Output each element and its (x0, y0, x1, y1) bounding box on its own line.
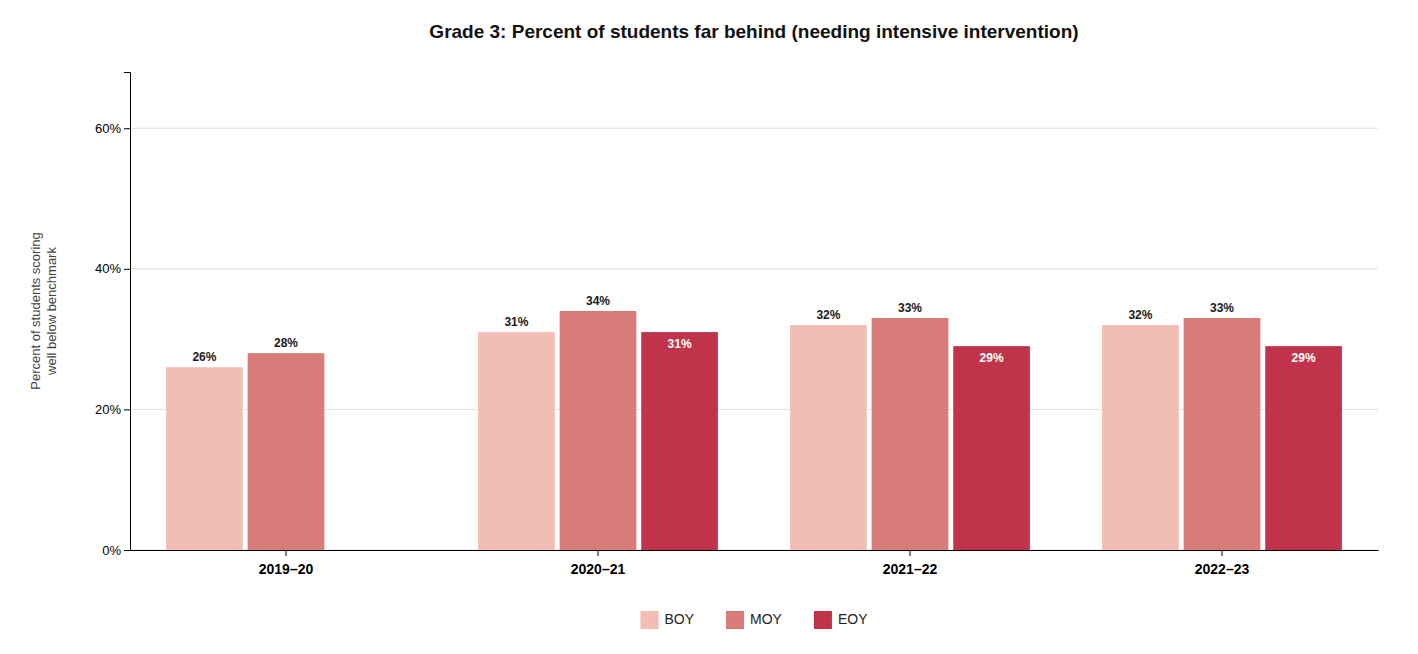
legend: BOY MOY EOY (640, 611, 868, 629)
data-labels: 26% 31% 32% 32% 28% 34% 33% 33% 31% 29% 29% (192, 294, 1315, 365)
tick-mark (124, 409, 130, 410)
bar (790, 325, 867, 550)
legend-label: MOY (750, 611, 783, 627)
y-axis: 0% 20% 40% 60% (95, 73, 131, 558)
title: Grade 3: Percent of students far behind … (429, 21, 1078, 42)
x-tick: 2020–21 (571, 550, 626, 577)
bar (872, 318, 949, 550)
bar (953, 346, 1030, 550)
axis-line (124, 73, 131, 551)
data-label: 33% (1210, 301, 1234, 315)
y-tick-label: 20% (95, 402, 121, 417)
legend-item: BOY (640, 611, 694, 629)
data-label: 28% (274, 336, 298, 350)
bars (166, 311, 1342, 550)
x-tick: 2019–20 (259, 550, 314, 577)
x-tick: 2021–22 (883, 550, 938, 577)
grid-line (130, 128, 1378, 129)
bar (166, 367, 243, 550)
data-label: 32% (816, 308, 840, 322)
data-label: 31% (668, 337, 692, 351)
y-tick: 20% (95, 402, 130, 417)
plot: 2019–20 2020–21 2021–22 2022–23 0% 20% 40% 60% 2… (95, 73, 1379, 578)
legend-swatch (814, 611, 832, 629)
bar (560, 311, 637, 550)
tick-mark (910, 550, 911, 556)
x-tick: 2022–23 (1195, 550, 1250, 577)
y-tick: 0% (102, 543, 130, 558)
bar (1102, 325, 1179, 550)
y-axis-title: Percent of students scoringwell below be… (28, 232, 59, 390)
tick-mark (124, 269, 130, 270)
x-axis: 2019–20 2020–21 2021–22 2022–23 (131, 550, 1379, 577)
tick-mark (124, 128, 130, 129)
data-label: 33% (898, 301, 922, 315)
data-label: 29% (980, 351, 1004, 365)
tick-mark (124, 550, 130, 551)
y-tick-label: 60% (95, 121, 121, 136)
tick-mark (598, 550, 599, 556)
y-tick-label: 40% (95, 261, 121, 276)
data-label: 29% (1292, 351, 1316, 365)
x-tick-label: 2019–20 (259, 561, 314, 577)
x-tick-label: 2021–22 (883, 561, 938, 577)
legend-label: EOY (838, 611, 868, 627)
y-tick: 60% (95, 121, 130, 136)
legend-swatch (640, 611, 658, 629)
data-label: 31% (504, 315, 528, 329)
data-label: 32% (1128, 308, 1152, 322)
grid-line (130, 268, 1378, 269)
tick-mark (286, 550, 287, 556)
bar (641, 332, 718, 550)
legend-item: MOY (726, 611, 783, 629)
axis-line (131, 550, 1379, 551)
y-axis-title-line: Percent of students scoring (28, 232, 43, 390)
bar (248, 353, 325, 550)
data-label: 26% (192, 350, 216, 364)
chart: 2019–20 2020–21 2021–22 2022–23 0% 20% 40% 60% 2… (0, 0, 1418, 654)
x-tick-label: 2020–21 (571, 561, 626, 577)
data-label: 34% (586, 294, 610, 308)
y-tick-label: 0% (102, 543, 121, 558)
tick-mark (1222, 550, 1223, 556)
y-axis-title-line: well below benchmark (44, 247, 59, 376)
grid (130, 128, 1378, 550)
bar (1184, 318, 1261, 550)
x-tick-label: 2022–23 (1195, 561, 1250, 577)
legend-item: EOY (814, 611, 868, 629)
y-tick: 40% (95, 261, 130, 276)
bar (1265, 346, 1342, 550)
bar (478, 332, 555, 550)
legend-label: BOY (664, 611, 694, 627)
legend-swatch (726, 611, 744, 629)
